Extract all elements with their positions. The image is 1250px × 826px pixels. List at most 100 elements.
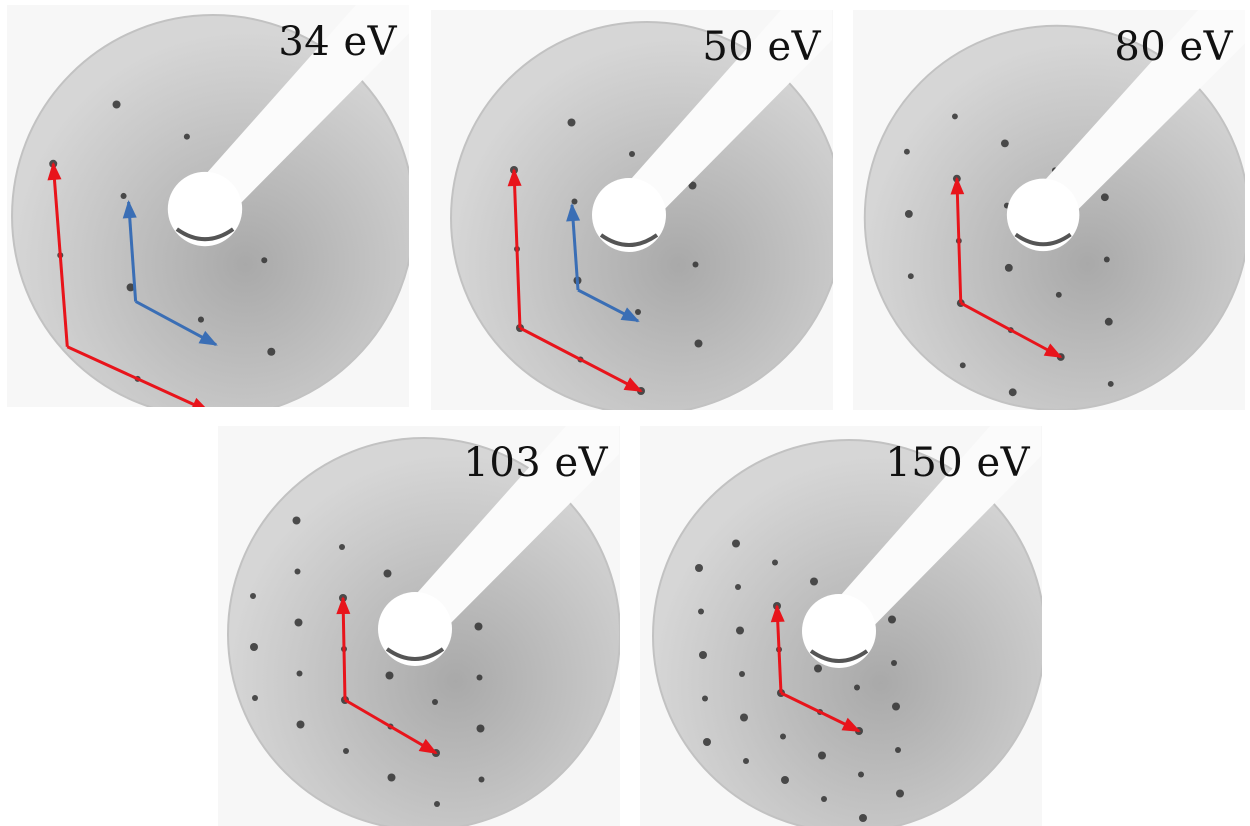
electron-gun-holder-icon (378, 426, 619, 666)
diffraction-spot-icon (1107, 381, 1114, 387)
red-arrow-vertical-icon (336, 596, 351, 701)
diffraction-spot-icon (703, 738, 711, 746)
red-arrow-vertical-icon (507, 168, 522, 329)
diffraction-spot-icon (126, 283, 135, 292)
diffraction-spot-icon (858, 771, 864, 778)
diffraction-spot-icon (476, 724, 485, 733)
diffraction-spot-icon (383, 569, 392, 578)
diffraction-spot-icon (635, 309, 641, 315)
diffraction-spot-icon (432, 699, 438, 705)
diffraction-spot-icon (740, 713, 748, 722)
diffraction-spot-icon (698, 608, 704, 615)
energy-label-150ev: 150 eV (885, 440, 1030, 486)
diffraction-spot-icon (695, 564, 703, 572)
diffraction-spot-icon (892, 702, 900, 711)
blue-arrow-vertical-icon (122, 199, 138, 302)
diffraction-spot-icon (1100, 193, 1109, 202)
red-arrow-diagonal-icon (780, 691, 861, 733)
diffraction-spot-icon (292, 516, 301, 525)
diffraction-spot-icon (629, 151, 635, 157)
diffraction-spot-icon (120, 192, 127, 199)
diffraction-spot-icon (296, 720, 305, 729)
leed-pattern-34ev (7, 5, 409, 407)
blue-arrow-diagonal-icon (134, 300, 218, 347)
diffraction-spot-icon (1055, 291, 1062, 298)
diffraction-spot-icon (903, 148, 910, 155)
leed-pattern-80ev (853, 10, 1245, 410)
electron-gun-holder-icon (167, 5, 409, 247)
diffraction-spots (695, 539, 904, 822)
diffraction-spot-icon (250, 643, 258, 651)
leed-panel-34ev: 34 eV (7, 5, 409, 407)
diffraction-spot-icon (1004, 263, 1013, 272)
leed-pattern-103ev (219, 426, 620, 826)
diffraction-spot-icon (688, 181, 697, 190)
diffraction-spot-icon (567, 118, 576, 127)
diffraction-spot-icon (294, 568, 301, 575)
diffraction-spot-icon (821, 796, 827, 802)
energy-label-50ev: 50 eV (702, 24, 821, 70)
diffraction-spot-icon (112, 100, 121, 109)
diffraction-spot-icon (907, 273, 914, 280)
diffraction-spot-icon (476, 674, 483, 681)
diffraction-spot-icon (888, 615, 896, 624)
red-arrow-diagonal-icon (66, 345, 206, 407)
diffraction-spot-icon (699, 651, 707, 659)
energy-label-80ev: 80 eV (1114, 24, 1233, 70)
diffraction-spot-icon (474, 622, 483, 631)
red-arrow-diagonal-icon (519, 326, 643, 393)
red-arrow-vertical-icon (47, 161, 69, 347)
diffraction-spot-icon (735, 584, 741, 590)
diffraction-spot-icon (387, 773, 396, 782)
diffraction-spot-icon (732, 539, 740, 548)
diffraction-spot-icon (702, 695, 708, 702)
diffraction-spot-icon (385, 671, 394, 680)
leed-panel-50ev: 50 eV (431, 10, 833, 410)
energy-label-34ev: 34 eV (278, 19, 397, 65)
diffraction-spot-icon (891, 660, 897, 666)
diffraction-spot-icon (252, 695, 258, 701)
diffraction-spot-icon (1000, 139, 1009, 148)
diffraction-spot-icon (1103, 256, 1110, 263)
energy-label-103ev: 103 eV (463, 440, 608, 486)
diffraction-spot-icon (810, 577, 818, 586)
electron-gun-holder-icon (802, 426, 1041, 668)
diffraction-spot-icon (294, 618, 303, 627)
diffraction-spot-icon (736, 626, 744, 635)
diffraction-spot-icon (854, 684, 860, 691)
diffraction-spot-icon (739, 671, 745, 677)
diffraction-spot-icon (772, 559, 778, 566)
red-arrow-diagonal-icon (344, 698, 438, 755)
blue-arrow-diagonal-icon (577, 288, 640, 323)
diffraction-spot-icon (904, 210, 913, 218)
diffraction-spot-icon (951, 113, 958, 120)
leed-panel-150ev: 150 eV (640, 426, 1042, 826)
diffraction-spot-icon (814, 664, 822, 673)
diffraction-spot-icon (261, 257, 268, 264)
diffraction-spot-icon (781, 776, 789, 784)
diffraction-spot-icon (1008, 388, 1017, 397)
diffraction-spot-icon (339, 544, 345, 550)
leed-pattern-50ev (432, 10, 833, 410)
blue-arrow-vertical-icon (566, 203, 581, 291)
diffraction-spot-icon (183, 133, 190, 140)
diffraction-spot-icon (343, 748, 349, 754)
diffraction-spot-icon (743, 758, 749, 764)
electron-gun-holder-icon (1006, 10, 1245, 252)
diffraction-spot-icon (895, 747, 901, 753)
diffraction-spot-icon (197, 316, 204, 323)
diffraction-spot-icon (859, 814, 867, 822)
leed-pattern-150ev (641, 426, 1042, 826)
diffraction-spot-icon (296, 670, 303, 677)
red-arrow-vertical-icon (950, 176, 965, 304)
leed-panel-80ev: 80 eV (853, 10, 1245, 410)
diffraction-spot-icon (959, 362, 966, 369)
diffraction-spot-icon (818, 751, 826, 760)
diffraction-spot-icon (1104, 317, 1113, 326)
diffraction-spot-icon (780, 733, 786, 740)
diffraction-spot-icon (571, 198, 578, 205)
electron-gun-holder-icon (592, 10, 832, 252)
diffraction-spot-icon (478, 776, 485, 783)
diffraction-spot-icon (434, 801, 440, 807)
leed-panel-103ev: 103 eV (218, 426, 620, 826)
